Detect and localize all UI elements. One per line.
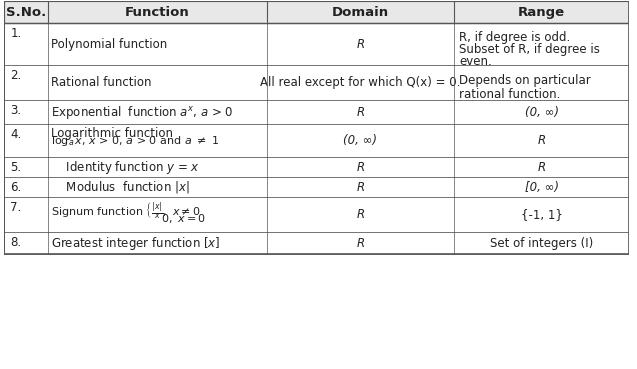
Text: R: R: [538, 134, 546, 147]
Text: (0, ∞): (0, ∞): [524, 106, 559, 119]
Bar: [4, 23, 629, 65]
Text: rational function.: rational function.: [459, 88, 561, 101]
Text: R: R: [356, 38, 364, 51]
Text: Function: Function: [125, 6, 190, 19]
Text: 3.: 3.: [10, 104, 22, 117]
Text: R: R: [356, 237, 364, 249]
Text: Logarithmic function: Logarithmic function: [51, 127, 173, 140]
Text: 7.: 7.: [10, 201, 22, 214]
Text: R: R: [356, 181, 364, 194]
Bar: [4, 232, 629, 254]
Text: 6.: 6.: [10, 181, 22, 194]
Text: R: R: [538, 161, 546, 173]
Text: Subset of R, if degree is: Subset of R, if degree is: [459, 42, 600, 56]
Text: Greatest integer function [$x$]: Greatest integer function [$x$]: [51, 235, 220, 252]
Text: R, if degree is odd.: R, if degree is odd.: [459, 31, 570, 44]
Text: Modulus  function |$x$|: Modulus function |$x$|: [51, 179, 190, 195]
Text: Range: Range: [518, 6, 565, 19]
Bar: [4, 1, 629, 23]
Text: R: R: [356, 208, 364, 221]
Text: R: R: [356, 106, 364, 119]
Text: Depends on particular: Depends on particular: [459, 74, 591, 87]
Bar: [4, 177, 629, 197]
Text: All real except for which Q(x) = 0.: All real except for which Q(x) = 0.: [260, 76, 461, 89]
Text: (0, ∞): (0, ∞): [343, 134, 377, 147]
Text: Set of integers (I): Set of integers (I): [490, 237, 593, 249]
Text: S.No.: S.No.: [6, 6, 47, 19]
Bar: [4, 1, 629, 254]
Text: Rational function: Rational function: [51, 76, 152, 89]
Text: $\log_a x$, $x$ > 0, $a$ > 0 and $a$ $\neq$ 1: $\log_a x$, $x$ > 0, $a$ > 0 and $a$ $\n…: [51, 134, 220, 148]
Text: Signum function $\left\{\frac{|x|}{x},\ x\neq 0\right.$: Signum function $\left\{\frac{|x|}{x},\ …: [51, 200, 201, 222]
Text: Identity function $y$ = $x$: Identity function $y$ = $x$: [51, 159, 200, 176]
Bar: [4, 124, 629, 157]
Text: 2.: 2.: [10, 69, 22, 82]
Text: {-1, 1}: {-1, 1}: [520, 208, 562, 221]
Text: [0, ∞): [0, ∞): [524, 181, 559, 194]
Text: R: R: [356, 161, 364, 173]
Bar: [4, 65, 629, 100]
Text: 1.: 1.: [10, 27, 22, 40]
Text: 5.: 5.: [10, 161, 22, 174]
Text: 8.: 8.: [10, 236, 22, 249]
Text: 4.: 4.: [10, 128, 22, 141]
Bar: [4, 197, 629, 232]
Text: Domain: Domain: [332, 6, 389, 19]
Text: even.: even.: [459, 55, 492, 68]
Text: $0,\ x = 0$: $0,\ x = 0$: [161, 212, 206, 225]
Text: Exponential  function $a^x$, $a$ > 0: Exponential function $a^x$, $a$ > 0: [51, 104, 233, 121]
Text: Polynomial function: Polynomial function: [51, 38, 168, 51]
Bar: [4, 100, 629, 124]
Bar: [4, 157, 629, 177]
